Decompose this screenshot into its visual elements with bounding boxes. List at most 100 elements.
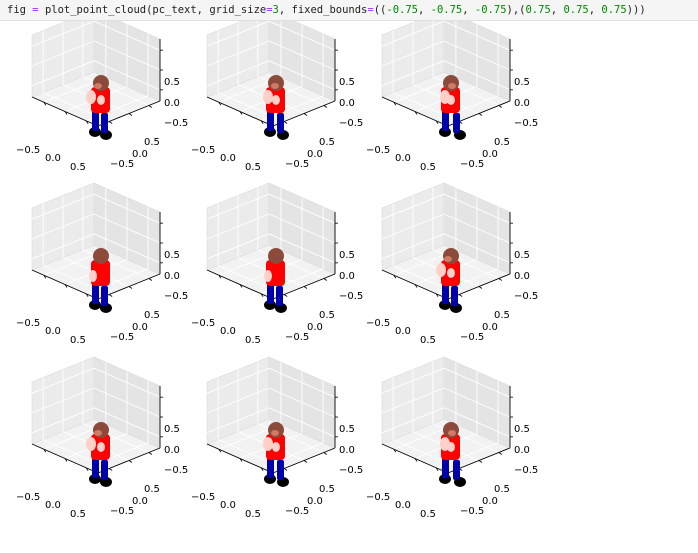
- z-tick-label: 0.0: [164, 271, 180, 282]
- x-tick: [239, 111, 243, 115]
- x-tick: [43, 274, 47, 279]
- hand: [272, 442, 280, 452]
- y-tick-label: −0.5: [110, 159, 134, 170]
- point-cloud-person: [86, 75, 112, 140]
- pants-leg: [92, 111, 99, 131]
- x-tick-label: 0.0: [45, 153, 61, 164]
- grid-line: [381, 387, 445, 414]
- x-tick-label: 0.5: [420, 509, 436, 520]
- z-tick-label: 0.0: [339, 445, 355, 456]
- y-tick-label: 0.0: [132, 496, 148, 507]
- z-tick-label: 0.0: [164, 98, 180, 109]
- x-tick: [218, 274, 222, 279]
- y-tick: [478, 460, 483, 463]
- y-tick: [478, 113, 483, 116]
- grid-line: [381, 21, 445, 47]
- y-tick: [303, 460, 308, 463]
- x-tick-label: 0.5: [420, 162, 436, 173]
- pants-leg: [92, 284, 99, 304]
- grid-line: [31, 213, 95, 240]
- y-tick: [148, 105, 153, 108]
- grid-line: [206, 40, 270, 67]
- z-tick-label: 0.0: [339, 98, 355, 109]
- z-tick-label: −0.5: [514, 465, 538, 476]
- head-hair: [443, 248, 459, 264]
- point-cloud-person: [89, 248, 112, 313]
- code-number: 3: [272, 4, 279, 16]
- code-text: ))): [626, 4, 646, 16]
- point-cloud-person: [263, 422, 289, 487]
- y-tick-label: 0.5: [144, 310, 160, 321]
- z-tick-label: 0.5: [514, 424, 530, 435]
- code-var: fig: [7, 4, 26, 16]
- x-tick-label: −0.5: [16, 492, 40, 503]
- x-tick-label: 0.5: [70, 335, 86, 346]
- arm: [436, 263, 446, 277]
- y-tick-label: 0.5: [494, 137, 510, 148]
- x-tick: [85, 293, 89, 298]
- y-tick-label: 0.0: [482, 149, 498, 160]
- code-line[interactable]: fig = plot_point_cloud(pc_text, grid_siz…: [7, 3, 646, 17]
- face: [448, 430, 456, 436]
- x-tick: [260, 293, 264, 298]
- grid-line: [31, 40, 95, 67]
- y-tick-label: 0.5: [144, 137, 160, 148]
- face: [271, 83, 279, 89]
- grid-line: [93, 213, 161, 244]
- grid-line: [93, 21, 161, 51]
- y-tick-label: 0.0: [132, 322, 148, 333]
- pants-leg: [101, 460, 108, 480]
- point-cloud-person: [86, 422, 112, 487]
- x-tick: [239, 284, 243, 288]
- grid-line: [268, 40, 336, 71]
- y-tick-label: 0.5: [144, 484, 160, 495]
- x-tick-label: 0.0: [395, 153, 411, 164]
- y-tick: [498, 105, 503, 108]
- face: [94, 83, 102, 89]
- x-tick: [218, 448, 222, 453]
- z-tick-label: 0.0: [514, 98, 530, 109]
- grid-line: [443, 193, 511, 224]
- grid-line: [31, 387, 95, 414]
- x-tick: [414, 458, 418, 462]
- grid-line: [31, 367, 95, 394]
- grid-line: [31, 21, 95, 47]
- point-cloud-person: [439, 422, 466, 487]
- pants-leg: [442, 284, 449, 304]
- y-tick: [498, 278, 503, 281]
- code-number: 0.75: [601, 4, 627, 16]
- x-tick-label: −0.5: [191, 145, 215, 156]
- code-cell[interactable]: fig = plot_point_cloud(pc_text, grid_siz…: [0, 0, 698, 21]
- subplot-1-3: −0.50.00.50.50.0−0.50.50.0−0.5: [366, 21, 538, 173]
- z-tick-label: 0.0: [514, 271, 530, 282]
- code-operator: =: [266, 4, 273, 16]
- face: [444, 256, 452, 262]
- y-tick: [108, 121, 113, 124]
- x-tick-label: 0.5: [420, 335, 436, 346]
- face: [448, 83, 456, 89]
- x-tick-label: 0.0: [395, 326, 411, 337]
- y-tick: [498, 452, 503, 455]
- y-tick-label: −0.5: [285, 332, 309, 343]
- head-hair: [93, 248, 109, 264]
- grid-line: [93, 193, 161, 224]
- pants-leg: [92, 458, 99, 478]
- y-tick-label: 0.0: [307, 322, 323, 333]
- grid-line: [206, 387, 270, 414]
- z-tick-label: 0.5: [164, 77, 180, 88]
- z-tick-label: 0.5: [164, 250, 180, 261]
- y-tick-label: 0.5: [319, 484, 335, 495]
- code-text: ,: [417, 4, 431, 16]
- grid-line: [443, 40, 511, 71]
- pants-leg: [267, 458, 274, 478]
- y-tick-label: −0.5: [110, 332, 134, 343]
- x-tick: [414, 111, 418, 115]
- x-tick-label: 0.5: [245, 335, 261, 346]
- y-tick-label: −0.5: [110, 506, 134, 517]
- y-tick-label: −0.5: [285, 506, 309, 517]
- arm: [89, 270, 97, 282]
- y-tick: [148, 452, 153, 455]
- grid-line: [381, 193, 445, 220]
- z-tick-label: 0.5: [339, 77, 355, 88]
- y-tick-label: 0.0: [482, 496, 498, 507]
